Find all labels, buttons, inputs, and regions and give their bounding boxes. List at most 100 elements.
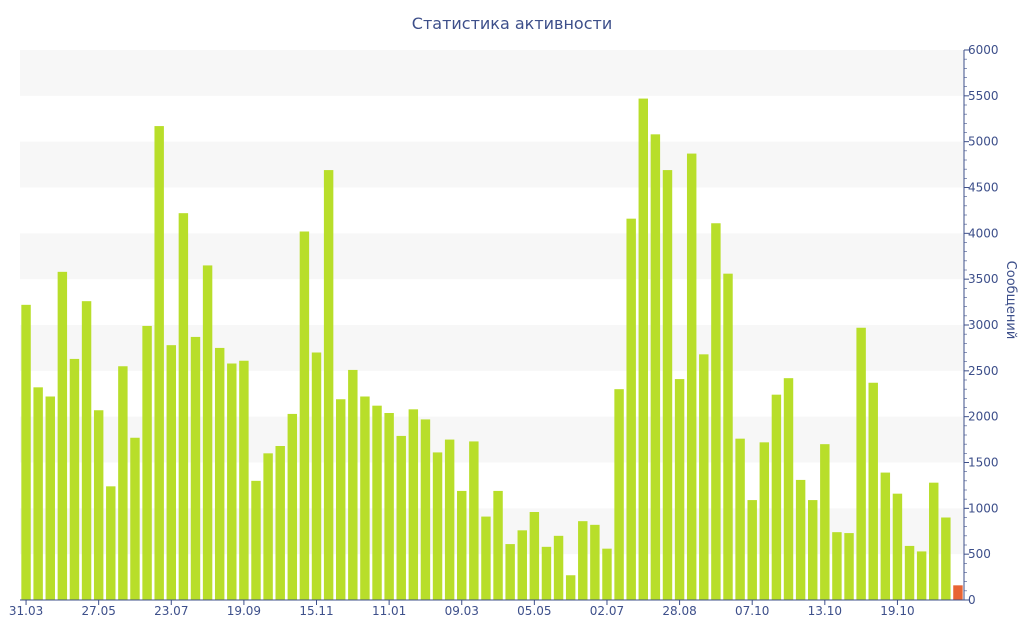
bar [457, 490, 467, 600]
bar [493, 490, 503, 600]
y-tick-label: 4000 [968, 226, 999, 240]
y-tick-label: 1000 [968, 501, 999, 515]
x-tick-label: 27.05 [81, 604, 115, 618]
bar [916, 551, 927, 600]
y-tick-label: 2500 [968, 364, 999, 378]
x-tick-label: 07.10 [735, 604, 769, 618]
bar [130, 437, 140, 600]
x-tick-label: 23.07 [154, 604, 188, 618]
y-tick-label: 0 [968, 593, 976, 607]
bar [553, 535, 564, 600]
y-tick-label: 500 [968, 547, 991, 561]
bar [517, 530, 527, 600]
bar [469, 441, 479, 600]
bar [202, 265, 213, 600]
grid-bands [20, 50, 964, 555]
y-tick-label: 6000 [968, 43, 999, 57]
y-axis: 0 500 1000 1500 2000 2500 3000 3500 4000 4500 5000… [963, 43, 1018, 607]
bar [45, 396, 55, 600]
bar [384, 413, 394, 600]
y-tick-label: 5000 [968, 135, 999, 149]
grid-band [20, 508, 964, 555]
bar [287, 413, 298, 600]
bar [880, 472, 891, 600]
bar [227, 363, 237, 600]
bar [541, 546, 552, 600]
bar [81, 301, 92, 600]
bar [723, 273, 733, 600]
bar [396, 435, 406, 600]
bar [481, 516, 491, 600]
bar [33, 387, 43, 600]
bar [69, 358, 80, 600]
bar [904, 545, 915, 600]
bar [106, 486, 116, 600]
bar [408, 409, 419, 600]
bars [21, 98, 963, 601]
bar [311, 352, 322, 600]
grid-band [20, 233, 964, 280]
bar [795, 479, 806, 600]
bar [735, 438, 745, 600]
bar [662, 170, 673, 600]
x-tick-label: 09.03 [445, 604, 479, 618]
bar [529, 512, 540, 600]
bar [299, 231, 310, 600]
bar [57, 271, 68, 600]
bar [505, 544, 515, 600]
bar [929, 482, 939, 600]
bar [323, 170, 334, 600]
bar [239, 360, 249, 600]
grid-band [20, 416, 964, 463]
bar [444, 439, 455, 600]
bar [941, 517, 951, 600]
bar [832, 532, 842, 600]
bar [614, 389, 624, 600]
x-tick-label: 15.11 [299, 604, 333, 618]
y-tick-label: 4500 [968, 181, 999, 195]
bar-highlight [953, 585, 963, 600]
bar [759, 442, 770, 600]
x-tick-label: 28.08 [662, 604, 696, 618]
bar [118, 366, 128, 600]
y-tick-label: 5500 [968, 89, 999, 103]
y-tick-label: 2000 [968, 410, 999, 424]
bar [638, 98, 648, 600]
bar [142, 325, 152, 600]
bar [844, 533, 854, 600]
x-tick-label: 05.05 [517, 604, 551, 618]
bar [711, 223, 721, 600]
bar [820, 444, 830, 600]
x-tick-label: 19.09 [227, 604, 261, 618]
grid-band [20, 141, 964, 188]
x-tick-label: 19.10 [880, 604, 914, 618]
bar [868, 382, 878, 600]
bar [699, 354, 709, 600]
chart-title: Статистика активности [411, 14, 613, 33]
bar [251, 480, 261, 600]
bar [348, 369, 358, 600]
bar [214, 347, 225, 600]
bar [650, 134, 661, 600]
x-tick-label: 11.01 [372, 604, 406, 618]
y-tick-label: 1500 [968, 456, 999, 470]
x-tick-label: 13.10 [808, 604, 842, 618]
bar [166, 345, 176, 600]
bar [626, 218, 636, 601]
bar [783, 378, 794, 600]
grid-band [20, 50, 964, 96]
y-axis-label: Сообщений [1003, 261, 1018, 340]
bar [372, 405, 382, 600]
x-tick-label: 31.03 [9, 604, 43, 618]
bar [93, 410, 104, 600]
bar [892, 493, 903, 600]
bar [190, 336, 201, 600]
bar [590, 524, 600, 600]
x-axis: 31.03 27.05 23.07 19.09 15.11 11.01 09.03 05.05… [9, 599, 964, 618]
bar [21, 304, 31, 600]
y-tick-label: 3500 [968, 272, 999, 286]
bar [565, 575, 576, 600]
x-tick-label: 02.07 [590, 604, 624, 618]
